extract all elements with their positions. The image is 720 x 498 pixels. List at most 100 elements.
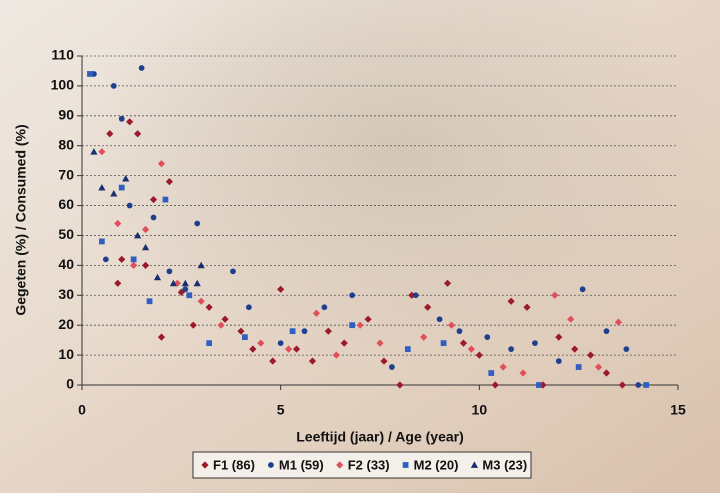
point	[206, 340, 213, 347]
point	[138, 65, 145, 71]
x-tick-label: 10	[472, 402, 488, 418]
point	[106, 130, 114, 138]
point	[98, 184, 106, 191]
point	[635, 382, 642, 388]
point	[150, 214, 157, 221]
point	[586, 351, 595, 359]
point	[447, 321, 456, 329]
point	[336, 461, 344, 469]
point	[380, 357, 388, 365]
point	[249, 345, 257, 353]
point	[536, 382, 542, 388]
point	[508, 346, 514, 352]
point	[277, 285, 285, 293]
point	[340, 339, 348, 347]
point	[166, 268, 173, 275]
point	[182, 286, 189, 293]
point	[523, 303, 531, 311]
legend-label: F2 (33)	[348, 457, 390, 472]
point	[122, 175, 130, 182]
point	[567, 315, 575, 323]
point	[643, 382, 650, 388]
point	[456, 328, 463, 335]
point	[364, 315, 372, 323]
point	[594, 363, 603, 371]
point	[467, 345, 475, 353]
y-tick-label: 80	[58, 136, 74, 152]
point	[301, 328, 308, 335]
legend-label: F1 (86)	[213, 457, 255, 472]
point	[110, 83, 117, 89]
point	[408, 291, 416, 299]
point	[110, 189, 118, 197]
legend: F1 (86) M1 (59) F2 (33) M2 (20) M3 (23)	[201, 457, 527, 472]
point	[189, 321, 197, 329]
point	[603, 328, 610, 335]
x-axis-title: Leeftijd (jaar) / Age (year)	[296, 429, 464, 445]
x-tick-label: 15	[670, 402, 686, 418]
point	[130, 256, 137, 263]
point	[186, 292, 193, 299]
y-tick-label: 50	[58, 226, 74, 242]
point	[118, 184, 125, 191]
y-tick-label: 100	[51, 77, 75, 93]
point	[165, 178, 174, 186]
point	[571, 345, 579, 353]
y-tick-label: 60	[58, 196, 74, 212]
point	[197, 297, 205, 305]
point	[102, 256, 109, 263]
point	[404, 346, 411, 352]
point	[126, 118, 134, 126]
point	[242, 334, 248, 341]
y-tick-label: 40	[58, 256, 74, 272]
point	[217, 321, 225, 329]
point	[376, 339, 384, 347]
point	[114, 219, 122, 228]
point	[356, 321, 364, 329]
point	[484, 334, 491, 341]
point	[157, 160, 166, 168]
point	[440, 340, 447, 347]
point	[269, 357, 277, 365]
point	[197, 261, 205, 269]
y-tick-label: 20	[58, 316, 74, 332]
point	[499, 363, 507, 371]
point	[614, 318, 622, 326]
point	[332, 351, 340, 359]
point	[268, 462, 274, 468]
point	[98, 238, 105, 245]
point	[436, 316, 443, 323]
point	[312, 309, 321, 317]
point	[555, 358, 562, 364]
point	[194, 220, 201, 227]
point	[623, 346, 630, 352]
y-axis-title: Gegeten (%) / Consumed (%)	[13, 124, 29, 315]
point	[470, 461, 479, 468]
point	[257, 339, 265, 347]
point	[507, 297, 515, 305]
point	[177, 288, 185, 296]
point	[579, 286, 586, 293]
point	[221, 315, 229, 323]
point	[289, 328, 296, 335]
x-tick-label: 0	[78, 402, 86, 418]
point	[134, 130, 142, 138]
point	[237, 327, 245, 335]
point	[201, 461, 209, 469]
point	[459, 339, 468, 347]
point	[141, 261, 150, 269]
point	[324, 327, 332, 335]
y-tick-label: 70	[58, 166, 74, 182]
y-tick-label: 110	[51, 47, 74, 63]
point	[134, 231, 142, 239]
point	[126, 202, 133, 209]
point	[424, 303, 432, 311]
point	[396, 381, 404, 389]
point	[149, 195, 158, 204]
point	[555, 333, 563, 341]
point	[443, 279, 452, 287]
point	[87, 71, 93, 77]
